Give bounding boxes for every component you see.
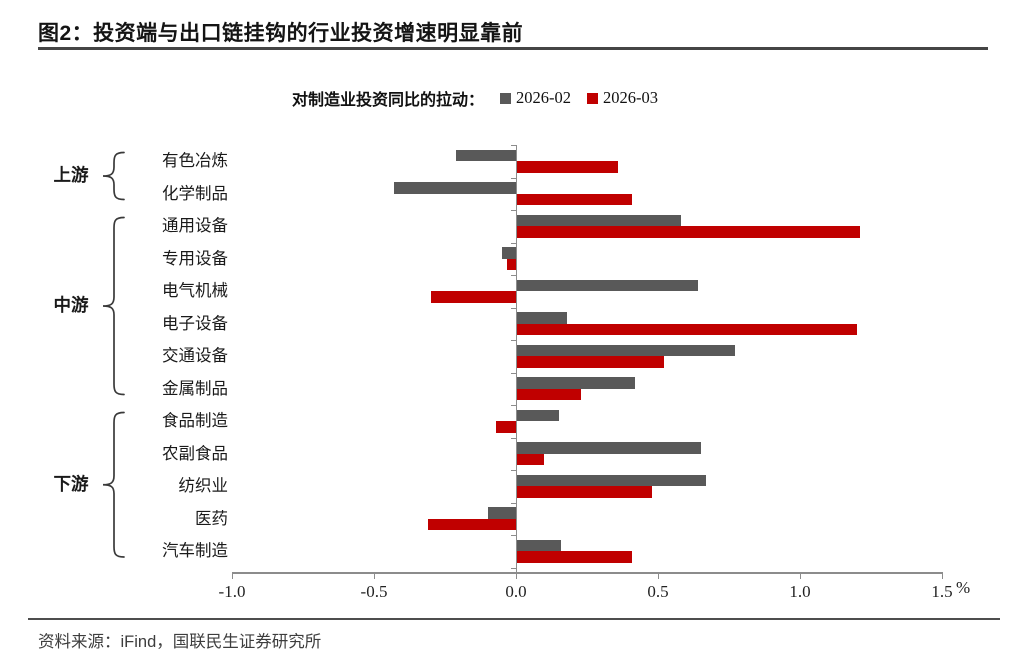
x-axis	[232, 572, 942, 574]
bar-2026-03	[430, 291, 516, 303]
legend-swatch-2026-03	[587, 92, 599, 104]
bar-2026-02	[516, 377, 636, 389]
bar-2026-03	[516, 323, 857, 335]
bar-2026-03	[496, 421, 516, 433]
row-boundary-tick	[511, 405, 516, 406]
row-boundary-tick	[511, 210, 516, 211]
bar-2026-02	[501, 247, 516, 259]
group-brace	[102, 216, 125, 396]
x-axis-tick-label: 1.5	[931, 582, 953, 601]
category-label: 化学制品	[162, 184, 228, 203]
category-label: 医药	[195, 509, 228, 528]
row-boundary-tick	[511, 567, 516, 569]
category-label: 电气机械	[162, 282, 228, 301]
row-boundary-tick	[511, 437, 516, 439]
category-label: 电子设备	[162, 314, 228, 333]
chart-legend: 对制造业投资同比的拉动： 2026-02 2026-03	[292, 87, 658, 109]
row-boundary-tick	[511, 275, 516, 276]
x-axis-tick-label: -1.0	[218, 582, 246, 601]
row-boundary-tick	[511, 340, 516, 341]
category-label: 交通设备	[162, 347, 228, 366]
x-axis-tick-label: 0.0	[505, 582, 527, 601]
bar-2026-02	[516, 214, 681, 226]
group-brace	[102, 411, 125, 558]
bar-2026-02	[516, 312, 568, 324]
category-label: 纺织业	[178, 477, 229, 496]
legend-label-2026-02: 2026-02	[516, 88, 572, 107]
row-boundary-tick	[511, 177, 516, 179]
legend-swatch-2026-02	[500, 92, 512, 104]
x-axis-tick	[942, 572, 943, 579]
x-axis-tick	[658, 572, 659, 579]
category-label: 有色冶炼	[162, 152, 228, 171]
bar-2026-03	[516, 193, 633, 205]
bar-2026-02	[516, 344, 735, 356]
legend-item-2026-03: 2026-03	[587, 88, 658, 108]
x-axis-tick	[516, 572, 517, 579]
category-label: 通用设备	[162, 217, 228, 236]
x-axis-tick-label: 0.5	[647, 582, 669, 601]
bar-2026-02	[516, 539, 562, 551]
group-label: 下游	[53, 473, 89, 494]
zero-axis	[516, 145, 517, 572]
x-axis-tick	[374, 572, 375, 579]
bar-2026-03	[516, 161, 619, 173]
bar-2026-02	[516, 442, 701, 454]
legend-caption: 对制造业投资同比的拉动：	[292, 92, 485, 109]
row-boundary-tick	[511, 502, 516, 504]
footer-divider	[28, 618, 1000, 620]
bar-2026-03	[516, 226, 860, 238]
row-boundary-tick	[511, 372, 516, 374]
x-axis-tick	[232, 572, 233, 579]
group-brace	[102, 151, 125, 201]
group-label: 中游	[53, 295, 89, 315]
row-boundary-tick	[511, 470, 516, 471]
category-label: 农副食品	[162, 444, 228, 463]
bar-2026-03	[507, 258, 516, 270]
x-axis-tick-label: 1.0	[789, 582, 811, 601]
row-boundary-tick	[511, 145, 516, 146]
bar-2026-02	[393, 182, 516, 194]
row-boundary-tick	[511, 535, 516, 536]
bar-2026-03	[516, 486, 653, 498]
row-boundary-tick	[511, 242, 516, 244]
x-axis-tick	[800, 572, 801, 579]
bar-2026-03	[427, 518, 516, 530]
legend-label-2026-03: 2026-03	[603, 88, 659, 107]
row-boundary-tick	[511, 307, 516, 309]
group-label: 上游	[53, 165, 89, 185]
bar-2026-03	[516, 388, 582, 400]
category-label: 汽车制造	[162, 542, 228, 561]
bar-2026-02	[456, 149, 516, 161]
bar-2026-02	[516, 279, 698, 291]
legend-item-2026-02: 2026-02	[500, 88, 571, 108]
source-note: 资料来源：iFind，国联民生证券研究所	[38, 633, 322, 651]
bar-2026-02	[516, 409, 559, 421]
figure-title: 图2：投资端与出口链挂钩的行业投资增速明显靠前	[38, 22, 524, 45]
bar-2026-02	[487, 507, 516, 519]
percent-label: %	[956, 578, 971, 597]
category-label: 金属制品	[162, 379, 228, 398]
bar-2026-03	[516, 551, 633, 563]
bar-2026-03	[516, 356, 664, 368]
bar-2026-02	[516, 474, 707, 486]
title-underline	[38, 47, 988, 50]
category-label: 专用设备	[162, 249, 228, 268]
category-label: 食品制造	[162, 412, 228, 431]
bar-2026-03	[516, 453, 545, 465]
x-axis-tick-label: -0.5	[360, 582, 388, 601]
